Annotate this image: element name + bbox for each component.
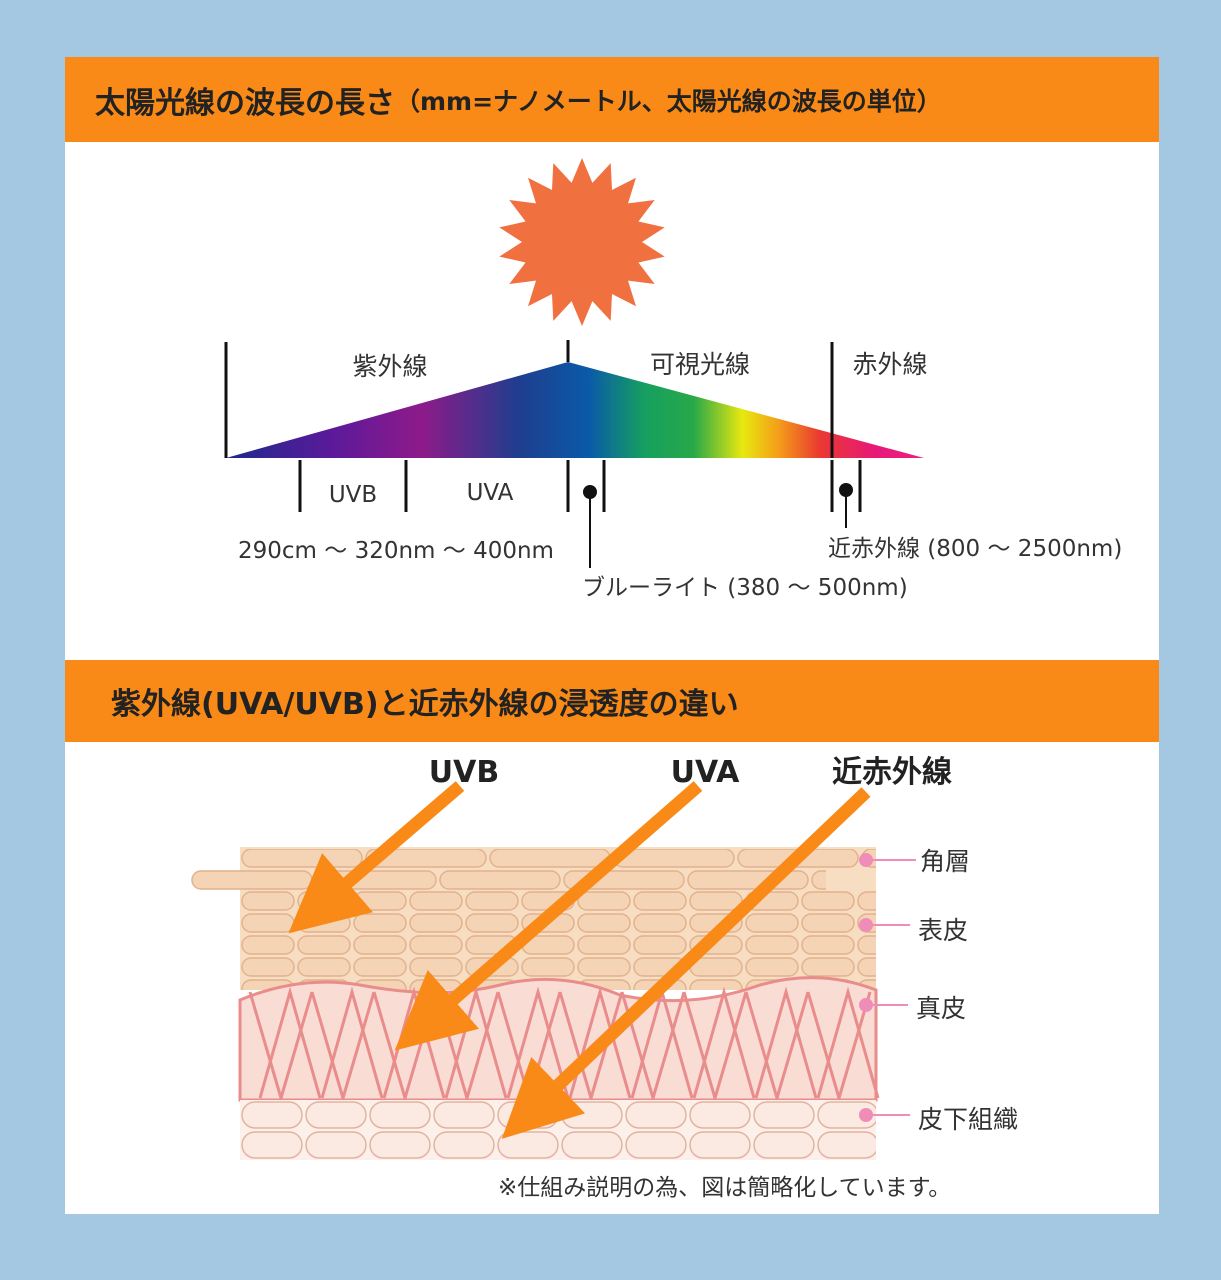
near-ir-ray-label: 近赤外線 — [832, 755, 952, 790]
layer-label-epidermis: 表皮 — [918, 916, 968, 945]
uva-ray-label: UVA — [671, 755, 741, 790]
spectrum-gradient — [226, 362, 924, 458]
spectrum-title: 太陽光線の波長の長さ — [95, 85, 395, 121]
uvb-arrow — [288, 781, 465, 934]
layer-label-stratum-corneum: 角層 — [920, 847, 970, 876]
layer-label-subcutaneous: 皮下組織 — [918, 1105, 1018, 1134]
ir-region-label: 赤外線 — [852, 350, 927, 379]
layer-pointers — [859, 853, 916, 1122]
uvb-ray-label: UVB — [429, 755, 499, 790]
spectrum-subtitle: （mm=ナノメートル、太陽光線の波長の単位） — [395, 86, 942, 116]
visible-region-label: 可視光線 — [650, 350, 750, 379]
uva-arrow — [394, 781, 703, 1051]
simplification-note: ※仕組み説明の為、図は簡略化しています。 — [498, 1175, 951, 1201]
blue-light-pointer — [583, 485, 597, 568]
near-ir-label: 近赤外線 (800 〜 2500nm) — [828, 536, 1122, 562]
wavelength-range-label: 290cm 〜 320nm 〜 400nm — [238, 538, 554, 564]
sun-icon — [499, 158, 665, 326]
blue-light-label: ブルーライト (380 〜 500nm) — [582, 575, 908, 601]
uv-region-label: 紫外線 — [352, 352, 427, 381]
uva-band-label: UVA — [467, 480, 514, 506]
layer-label-dermis: 真皮 — [916, 994, 966, 1023]
penetration-title: 紫外線(UVA/UVB)と近赤外線の浸透度の違い — [111, 687, 739, 722]
near-ir-pointer — [839, 483, 853, 528]
spectrum-section-header: 太陽光線の波長の長さ （mm=ナノメートル、太陽光線の波長の単位） — [65, 57, 1159, 142]
near-ir-arrow — [501, 787, 871, 1139]
uvb-band-label: UVB — [329, 482, 377, 508]
spectrum-dividers — [224, 340, 862, 512]
penetration-section-header: 紫外線(UVA/UVB)と近赤外線の浸透度の違い — [65, 660, 1159, 742]
